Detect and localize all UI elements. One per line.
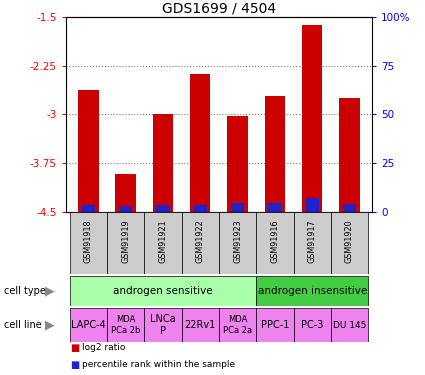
Text: MDA
PCa 2a: MDA PCa 2a bbox=[223, 315, 252, 335]
FancyBboxPatch shape bbox=[144, 212, 181, 274]
Bar bbox=[153, 114, 173, 212]
Text: LAPC-4: LAPC-4 bbox=[71, 320, 106, 330]
Bar bbox=[227, 116, 248, 212]
FancyBboxPatch shape bbox=[70, 308, 107, 342]
Text: 22Rv1: 22Rv1 bbox=[184, 320, 216, 330]
Text: GSM91916: GSM91916 bbox=[270, 219, 279, 263]
Text: log2 ratio: log2 ratio bbox=[82, 344, 125, 352]
FancyBboxPatch shape bbox=[181, 308, 219, 342]
Text: PC-3: PC-3 bbox=[301, 320, 323, 330]
Bar bbox=[156, 205, 170, 212]
Text: GSM91918: GSM91918 bbox=[84, 219, 93, 263]
FancyBboxPatch shape bbox=[331, 212, 368, 274]
Text: GSM91921: GSM91921 bbox=[159, 219, 167, 263]
Text: GSM91922: GSM91922 bbox=[196, 219, 205, 263]
Bar bbox=[119, 206, 132, 212]
Text: cell line: cell line bbox=[4, 320, 42, 330]
Text: DU 145: DU 145 bbox=[333, 321, 366, 330]
FancyBboxPatch shape bbox=[294, 308, 331, 342]
Text: GSM91917: GSM91917 bbox=[308, 219, 317, 263]
Text: ■: ■ bbox=[70, 343, 79, 353]
Bar bbox=[190, 74, 210, 212]
Text: GSM91919: GSM91919 bbox=[121, 219, 130, 263]
Text: PPC-1: PPC-1 bbox=[261, 320, 289, 330]
FancyBboxPatch shape bbox=[294, 212, 331, 274]
Bar bbox=[302, 25, 323, 212]
Bar bbox=[306, 198, 319, 212]
Bar bbox=[115, 174, 136, 212]
Text: androgen insensitive: androgen insensitive bbox=[258, 286, 367, 296]
Text: ■: ■ bbox=[70, 360, 79, 370]
FancyBboxPatch shape bbox=[107, 308, 144, 342]
Text: MDA
PCa 2b: MDA PCa 2b bbox=[111, 315, 140, 335]
Bar bbox=[343, 204, 356, 212]
FancyBboxPatch shape bbox=[70, 276, 256, 306]
Text: cell type: cell type bbox=[4, 286, 46, 296]
FancyBboxPatch shape bbox=[256, 276, 368, 306]
Bar bbox=[194, 205, 207, 212]
Text: percentile rank within the sample: percentile rank within the sample bbox=[82, 360, 235, 369]
FancyBboxPatch shape bbox=[256, 308, 294, 342]
Text: androgen sensitive: androgen sensitive bbox=[113, 286, 212, 296]
Text: ▶: ▶ bbox=[45, 319, 54, 332]
Bar bbox=[78, 90, 99, 212]
Bar bbox=[268, 203, 281, 212]
Text: GSM91920: GSM91920 bbox=[345, 219, 354, 263]
FancyBboxPatch shape bbox=[144, 308, 181, 342]
Title: GDS1699 / 4504: GDS1699 / 4504 bbox=[162, 2, 276, 16]
Text: GSM91923: GSM91923 bbox=[233, 219, 242, 263]
Bar bbox=[339, 98, 360, 212]
FancyBboxPatch shape bbox=[219, 212, 256, 274]
Text: ▶: ▶ bbox=[45, 285, 54, 297]
Text: LNCa
P: LNCa P bbox=[150, 314, 176, 336]
FancyBboxPatch shape bbox=[107, 212, 144, 274]
Bar bbox=[82, 205, 95, 212]
FancyBboxPatch shape bbox=[181, 212, 219, 274]
FancyBboxPatch shape bbox=[256, 212, 294, 274]
Bar bbox=[231, 203, 244, 212]
FancyBboxPatch shape bbox=[70, 212, 107, 274]
FancyBboxPatch shape bbox=[331, 308, 368, 342]
FancyBboxPatch shape bbox=[219, 308, 256, 342]
Bar bbox=[265, 96, 285, 212]
